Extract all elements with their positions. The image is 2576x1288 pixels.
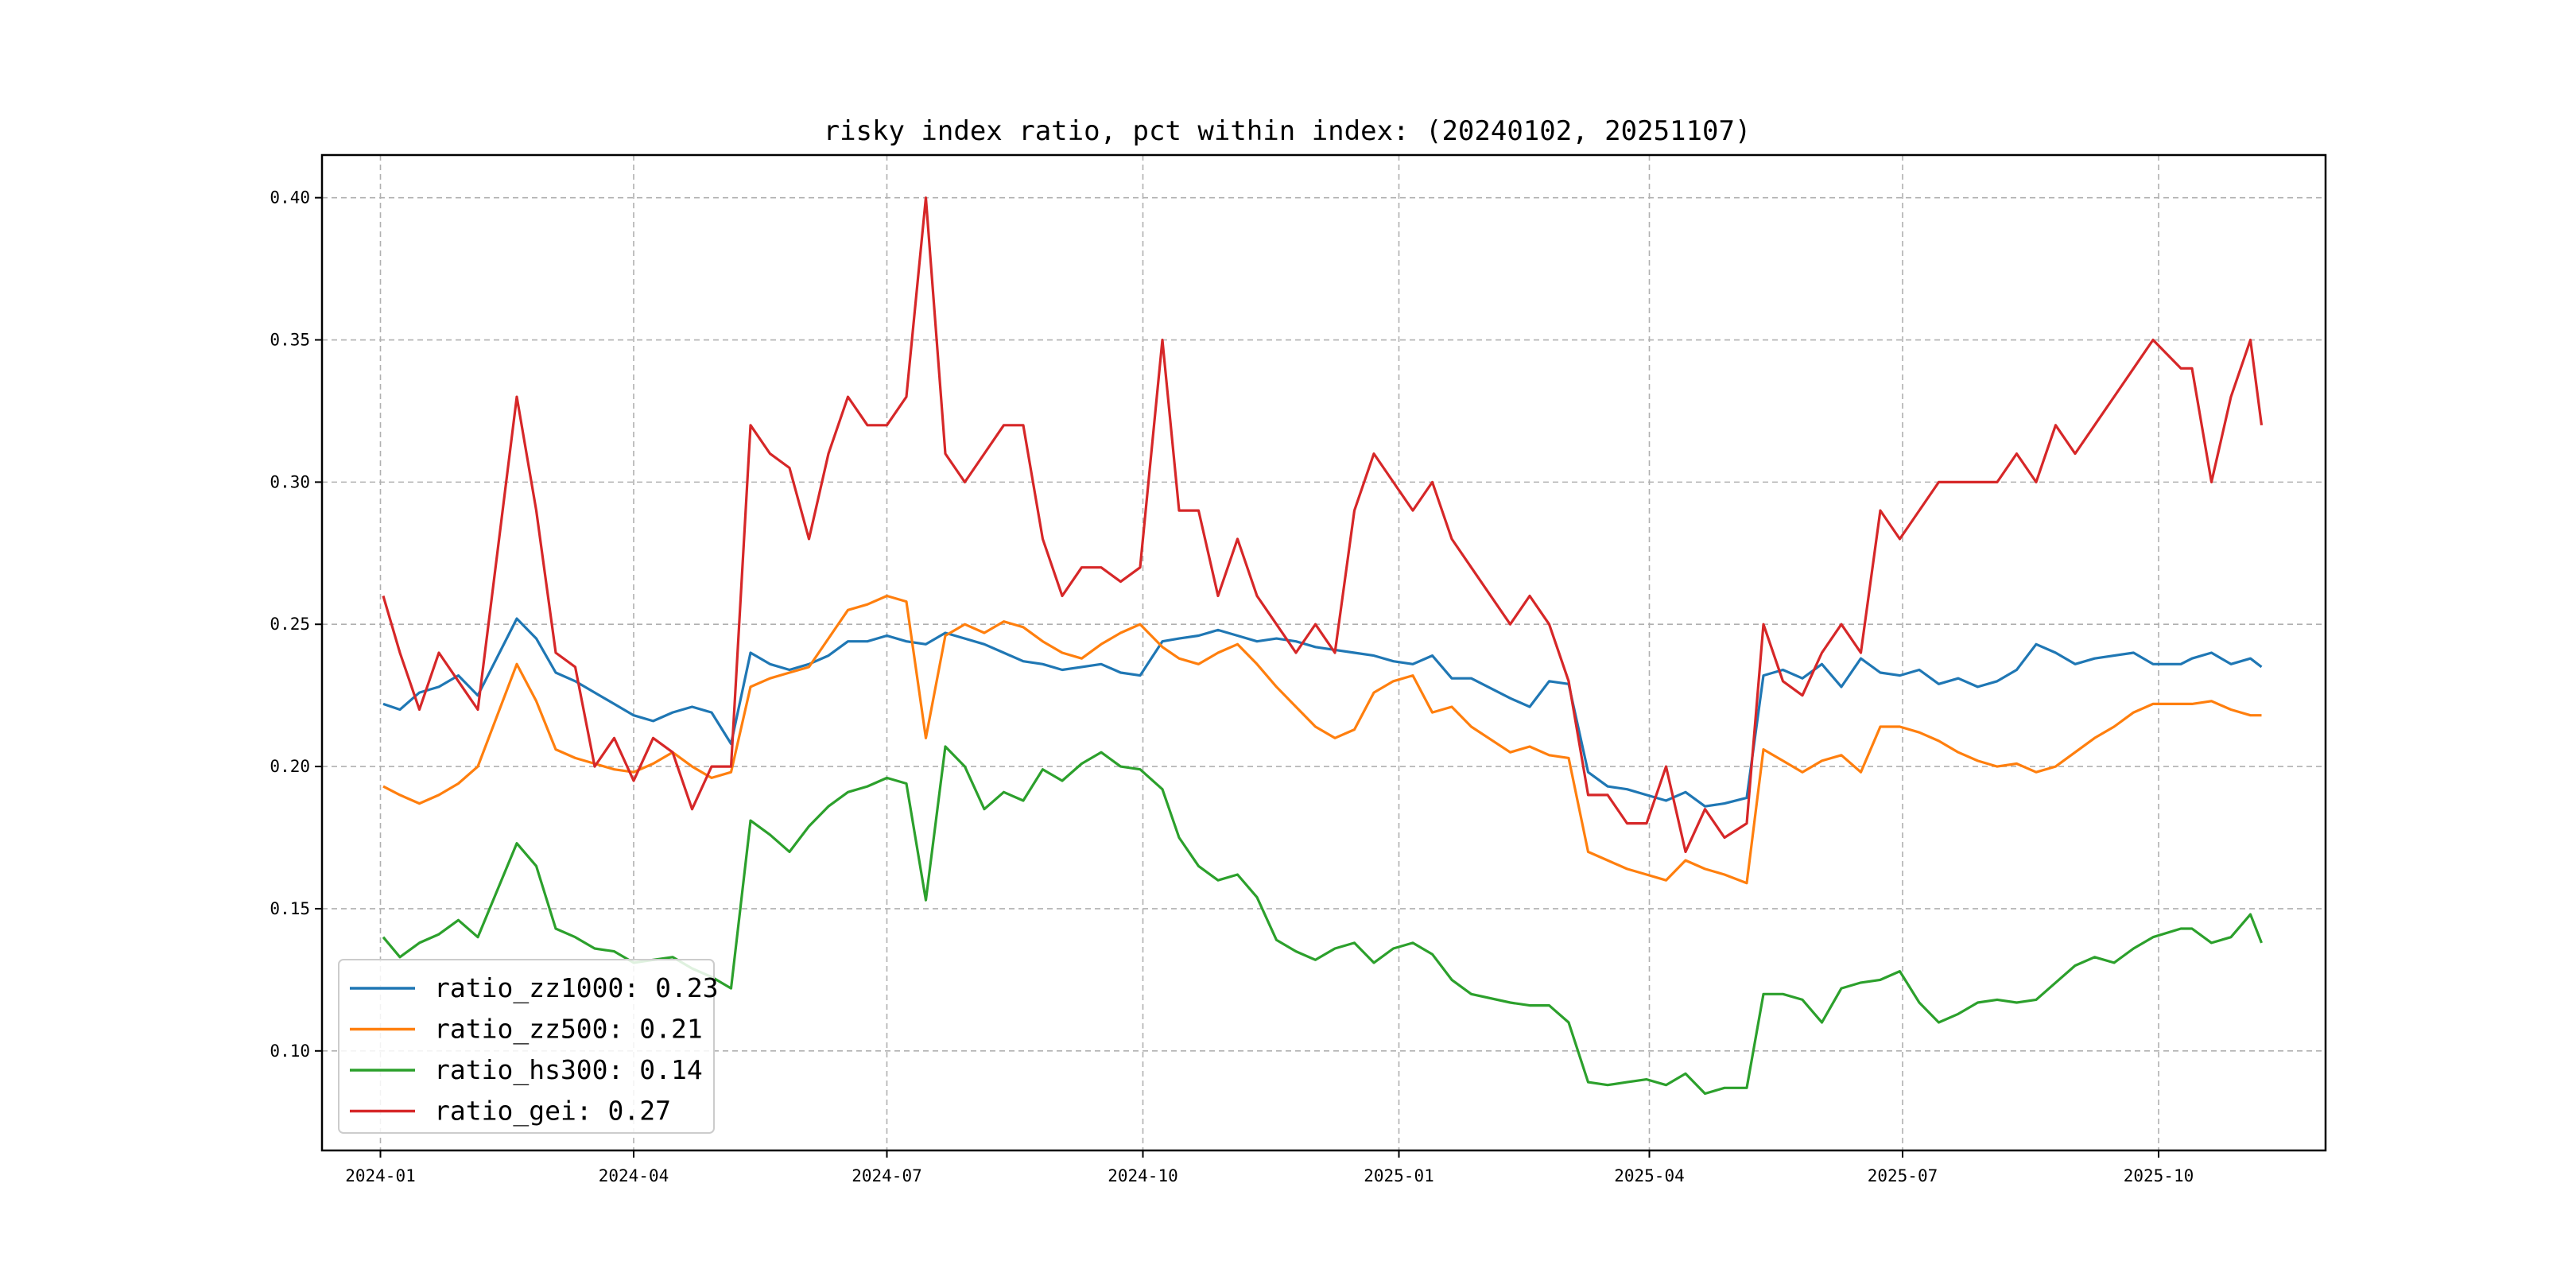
x-tick-label: 2024-07 [852, 1166, 922, 1185]
x-tick-label: 2025-10 [2124, 1166, 2194, 1185]
y-axis: 0.10 0.15 0.20 0.25 0.30 0.35 0.40 [270, 188, 322, 1061]
y-tick-label: 0.10 [270, 1042, 310, 1061]
x-tick-label: 2024-10 [1108, 1166, 1178, 1185]
x-tick-label: 2025-01 [1364, 1166, 1434, 1185]
legend: ratio_zz1000: 0.23 ratio_zz500: 0.21 ratio… [338, 959, 719, 1134]
x-axis: 2024-01 2024-04 2024-07 2024-10 2025-01 2025-… [345, 1150, 2194, 1185]
x-tick-label: 2024-01 [345, 1166, 416, 1185]
x-tick-label: 2024-04 [599, 1166, 669, 1185]
series-line-ratio_zz1000 [382, 617, 2263, 808]
y-tick-label: 0.30 [270, 472, 310, 491]
grid-lines [322, 155, 2326, 1150]
legend-label-ratio_hs300: ratio_hs300: 0.14 [434, 1054, 703, 1086]
legend-box [338, 959, 715, 1134]
legend-label-ratio_gei: ratio_gei: 0.27 [434, 1096, 671, 1127]
x-tick-label: 2025-04 [1614, 1166, 1685, 1185]
x-tick-label: 2025-07 [1868, 1166, 1938, 1185]
chart-title: risky index ratio, pct within index: (20… [824, 115, 1752, 147]
y-tick-label: 0.15 [270, 899, 310, 918]
y-tick-label: 0.25 [270, 615, 310, 634]
legend-label-ratio_zz1000: ratio_zz1000: 0.23 [434, 972, 719, 1004]
legend-label-ratio_zz500: ratio_zz500: 0.21 [434, 1014, 703, 1046]
plot-area-frame [320, 153, 2327, 1152]
y-tick-label: 0.20 [270, 757, 310, 776]
series-line-ratio_gei [382, 196, 2264, 854]
y-tick-label: 0.35 [270, 331, 310, 350]
y-tick-label: 0.40 [270, 188, 310, 208]
